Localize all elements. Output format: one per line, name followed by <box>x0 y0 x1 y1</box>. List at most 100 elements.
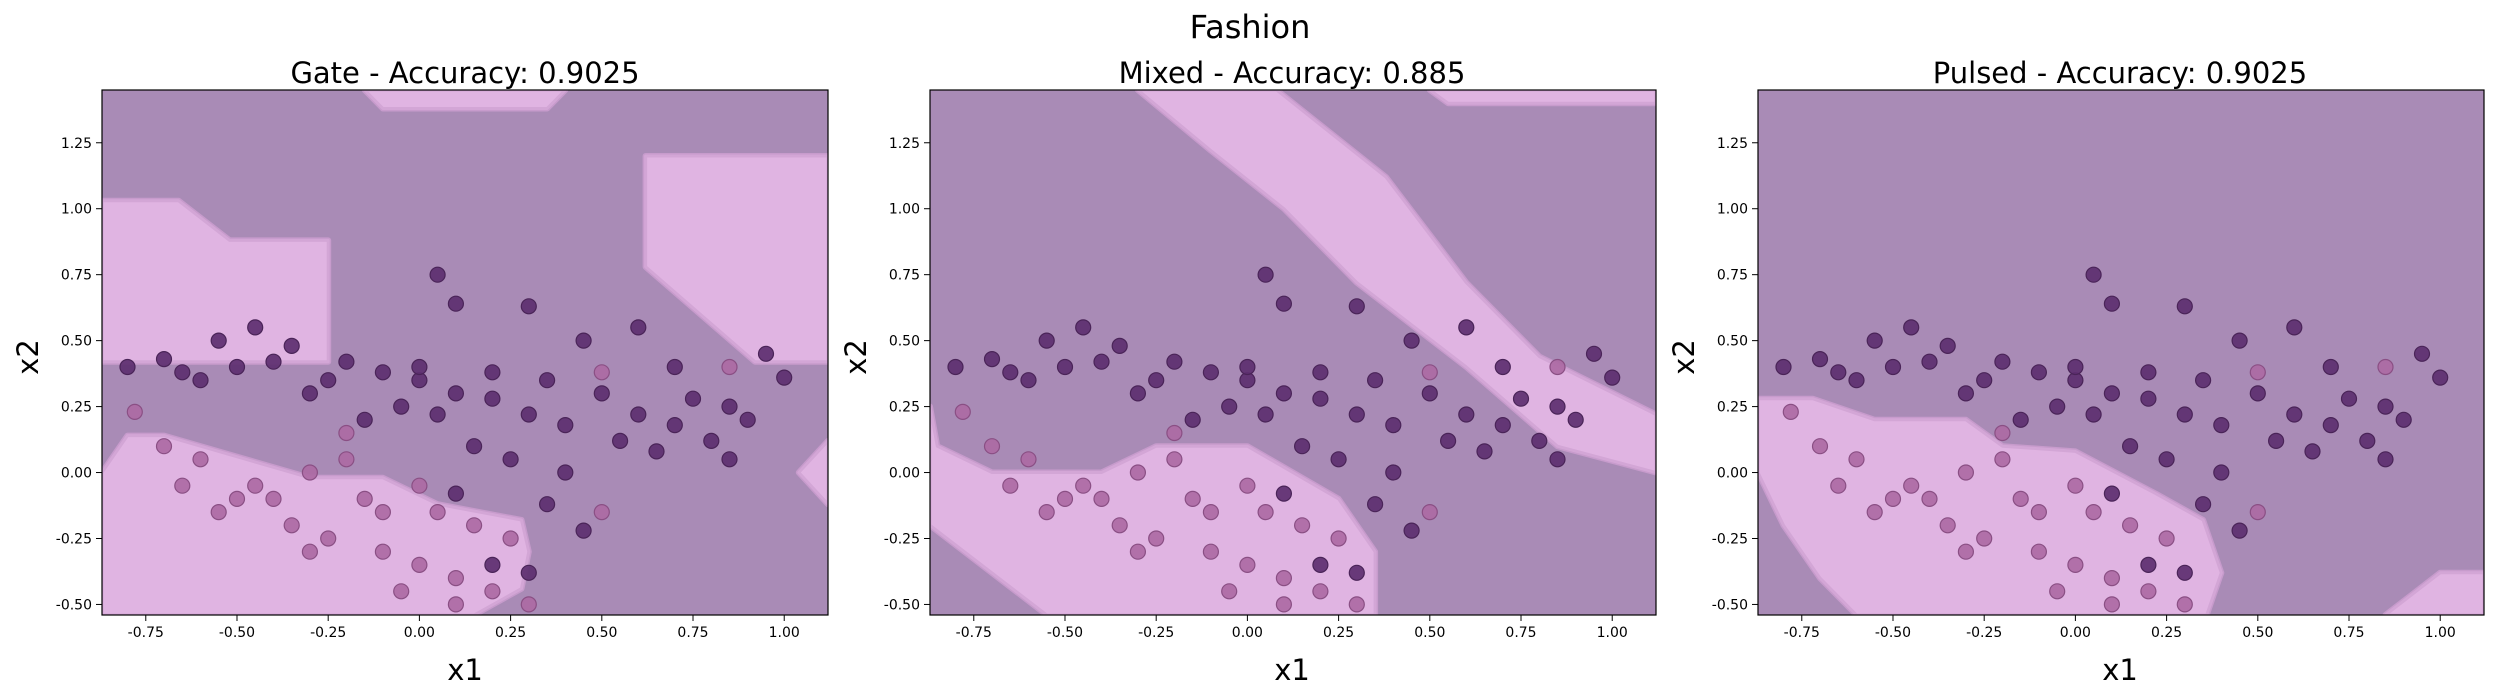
data-point <box>1976 530 1993 547</box>
xlabel-gate: x1 <box>447 653 483 687</box>
y-tick-label: 0.25 <box>61 400 92 416</box>
data-point <box>1921 490 1938 507</box>
data-point <box>757 345 775 362</box>
data-point <box>1903 477 1920 494</box>
data-point <box>2395 411 2412 428</box>
y-tick-label: 0.75 <box>1717 268 1748 284</box>
y-tick-label: 0.50 <box>889 334 920 350</box>
data-point <box>1348 298 1365 315</box>
data-point <box>557 417 574 434</box>
data-point <box>2030 543 2048 560</box>
data-point <box>1312 583 1329 600</box>
data-point <box>174 364 191 381</box>
data-point <box>2213 417 2230 434</box>
data-point <box>374 543 391 560</box>
xlabel-pulsed: x1 <box>2102 653 2138 687</box>
data-point <box>1421 503 1438 521</box>
data-point <box>721 451 738 468</box>
decision-region-edge-5 <box>363 90 567 110</box>
data-point <box>2377 451 2394 468</box>
x-tick-label: 0.25 <box>2151 625 2182 641</box>
data-point <box>1148 372 1165 389</box>
data-point <box>466 517 483 534</box>
data-point <box>429 406 446 423</box>
data-point <box>2103 385 2120 402</box>
data-point <box>520 596 537 613</box>
data-point <box>210 332 227 349</box>
plot-content-pulsed <box>1758 90 2484 615</box>
data-point <box>2103 596 2120 613</box>
y-tick-label: 1.25 <box>61 136 92 152</box>
x-tick-label: 1.00 <box>2425 625 2456 641</box>
ylabel-gate: x2 <box>11 339 45 375</box>
data-point <box>320 372 337 389</box>
data-point <box>301 464 318 481</box>
x-tick-label: 0.50 <box>1414 625 1445 641</box>
data-point <box>301 385 318 402</box>
data-point <box>1957 543 1975 560</box>
x-tick-label: 0.75 <box>1505 625 1536 641</box>
data-point <box>2067 477 2084 494</box>
data-point <box>2176 596 2193 613</box>
data-point <box>2049 583 2066 600</box>
y-tick-label: 0.50 <box>61 334 92 350</box>
data-point <box>739 411 756 428</box>
data-point <box>1202 503 1220 521</box>
data-point <box>2176 564 2193 581</box>
data-point <box>1221 398 1238 415</box>
data-point <box>2213 464 2230 481</box>
plot-content-mixed <box>930 90 1656 615</box>
x-tick-label: -0.75 <box>956 625 992 641</box>
panel-gate: Gate - Accuracy: 0.9025 x1 x2 -0.75 -0.50… <box>11 56 829 687</box>
data-point <box>2231 332 2248 349</box>
data-point <box>593 503 610 521</box>
x-tick-label: -0.25 <box>1138 625 1174 641</box>
data-point <box>1038 503 1055 521</box>
y-tick-label: 1.25 <box>889 136 920 152</box>
data-point <box>1093 353 1110 370</box>
data-point <box>1020 372 1037 389</box>
data-point <box>1921 353 1938 370</box>
x-tick-label: 0.00 <box>404 625 435 641</box>
panel-title-mixed: Mixed - Accuracy: 0.885 <box>1119 56 1466 90</box>
data-point <box>1830 477 1847 494</box>
data-point <box>1257 266 1274 283</box>
data-point <box>983 351 1001 368</box>
data-point <box>2322 417 2339 434</box>
data-point <box>338 353 355 370</box>
data-point <box>1994 424 2011 442</box>
x-tick-label: 0.50 <box>2242 625 2273 641</box>
data-point <box>1775 358 1792 376</box>
data-point <box>1811 351 1829 368</box>
data-point <box>520 298 537 315</box>
data-point <box>1330 530 1347 547</box>
y-tick-label: 0.00 <box>61 466 92 482</box>
data-point <box>2249 385 2266 402</box>
data-point <box>1604 369 1621 386</box>
data-point <box>1184 490 1201 507</box>
y-tick-label: -0.50 <box>1712 597 1748 613</box>
data-point <box>2012 411 2029 428</box>
data-point <box>1002 477 1019 494</box>
data-point <box>1476 443 1493 460</box>
data-point <box>356 490 373 507</box>
data-point <box>1075 319 1092 336</box>
y-tick-label: 1.00 <box>61 202 92 218</box>
data-point <box>1403 522 1420 539</box>
data-point <box>2085 406 2102 423</box>
data-point <box>2340 390 2358 407</box>
plot-area-mixed: -0.75 -0.50 -0.25 0.00 0.25 0.50 0.75 1.00 -0.50… <box>884 89 1657 641</box>
data-point <box>1293 517 1311 534</box>
data-point <box>1848 451 1865 468</box>
x-tick-label: 0.25 <box>495 625 526 641</box>
data-point <box>2377 358 2394 376</box>
data-point <box>2085 503 2102 521</box>
y-tick-label: 0.50 <box>1717 334 1748 350</box>
data-point <box>1884 358 1902 376</box>
data-point <box>2085 266 2102 283</box>
data-point <box>447 485 464 502</box>
ylabel-mixed: x2 <box>839 339 873 375</box>
data-point <box>1129 543 1147 560</box>
data-point <box>666 417 683 434</box>
data-point <box>1494 358 1511 376</box>
